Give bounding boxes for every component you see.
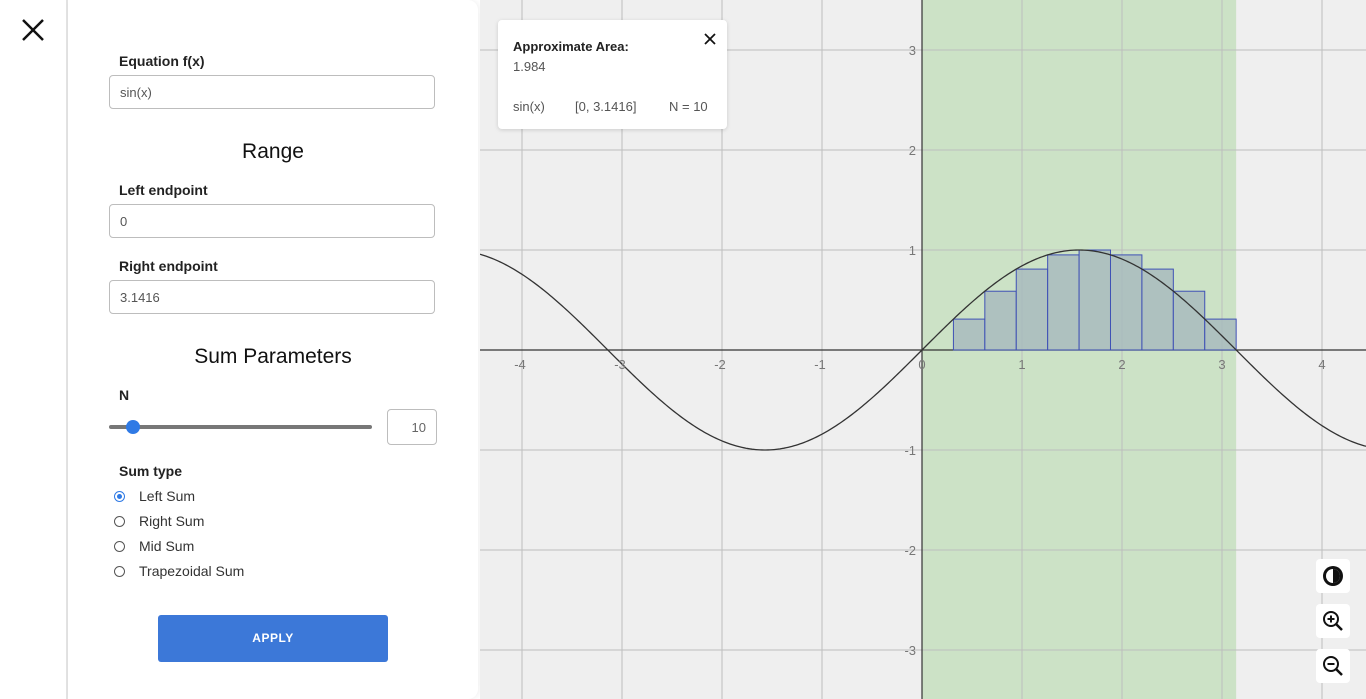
x-tick-label: 2 [1118, 357, 1125, 372]
graph-plot[interactable]: -4 -3 -2 -1 0 1 2 3 4 3 2 1 -1 -2 -3 [480, 0, 1366, 699]
riemann-bar [1015, 268, 1049, 351]
radio-label: Right Sum [139, 513, 205, 529]
contrast-button[interactable] [1316, 559, 1350, 593]
radio-mid-sum[interactable]: Mid Sum [114, 537, 194, 555]
x-tick-label: -1 [814, 357, 826, 372]
sum-type-label: Sum type [119, 463, 183, 479]
radio-label: Mid Sum [139, 538, 195, 554]
n-input[interactable] [387, 409, 437, 445]
riemann-bar [1141, 268, 1174, 351]
y-tick-label: -3 [904, 643, 916, 658]
riemann-bar [1078, 249, 1111, 351]
y-tick-label: -1 [904, 443, 916, 458]
left-rail [0, 0, 68, 699]
x-tick-label: -3 [614, 357, 626, 372]
radio-label: Left Sum [139, 488, 196, 504]
zoom-in-button[interactable] [1316, 604, 1350, 638]
sum-parameters-title: Sum Parameters [194, 345, 352, 368]
radio-button[interactable] [114, 565, 125, 577]
left-endpoint-input[interactable] [109, 204, 435, 238]
info-n: N = 10 [669, 99, 708, 114]
radio-right-sum[interactable]: Right Sum [114, 512, 204, 530]
radio-label: Trapezoidal Sum [139, 563, 245, 579]
y-tick-label: 1 [909, 243, 916, 258]
zoom-out-icon [1323, 656, 1343, 676]
settings-panel: Equation f(x) Range Left endpoint Right … [68, 0, 478, 699]
riemann-bar [1047, 254, 1080, 351]
x-tick-label: 3 [1218, 357, 1225, 372]
y-tick-label: 2 [909, 143, 916, 158]
n-slider-track[interactable] [109, 425, 372, 429]
info-function: sin(x) [513, 99, 545, 114]
radio-trapezoidal-sum[interactable]: Trapezoidal Sum [114, 562, 244, 580]
n-slider-thumb[interactable] [125, 420, 140, 434]
zoom-in-icon [1323, 611, 1343, 631]
right-endpoint-input[interactable] [109, 280, 435, 314]
riemann-bar [952, 318, 986, 351]
info-interval: [0, 3.1416] [575, 99, 637, 114]
n-label: N [119, 387, 130, 403]
close-icon[interactable] [702, 31, 718, 47]
area-value: 1.984 [513, 59, 546, 74]
riemann-bar [984, 290, 1017, 351]
function-curve [480, 249, 1366, 451]
riemann-bar [1172, 290, 1206, 351]
area-info-card: Approximate Area: 1.984 sin(x) [0, 3.141… [498, 20, 727, 129]
range-title: Range [242, 140, 304, 163]
riemann-bar [1109, 254, 1143, 351]
x-tick-label: -4 [514, 357, 526, 372]
radio-button[interactable] [114, 515, 125, 527]
y-tick-label: 3 [909, 43, 916, 58]
x-tick-label: 1 [1018, 357, 1025, 372]
x-tick-label: -2 [714, 357, 726, 372]
radio-button[interactable] [114, 540, 125, 552]
right-endpoint-label: Right endpoint [119, 258, 218, 274]
x-tick-label: 0 [918, 357, 925, 372]
close-icon[interactable] [20, 17, 46, 43]
contrast-icon [1323, 566, 1343, 586]
apply-button[interactable]: APPLY [158, 615, 388, 662]
left-endpoint-label: Left endpoint [119, 182, 208, 198]
area-title: Approximate Area: [513, 39, 629, 54]
x-tick-label: 4 [1318, 357, 1325, 372]
equation-label: Equation f(x) [119, 53, 205, 69]
zoom-out-button[interactable] [1316, 649, 1350, 683]
radio-left-sum[interactable]: Left Sum [114, 487, 195, 505]
equation-input[interactable] [109, 75, 435, 109]
radio-button[interactable] [114, 490, 125, 502]
y-tick-label: -2 [904, 543, 916, 558]
